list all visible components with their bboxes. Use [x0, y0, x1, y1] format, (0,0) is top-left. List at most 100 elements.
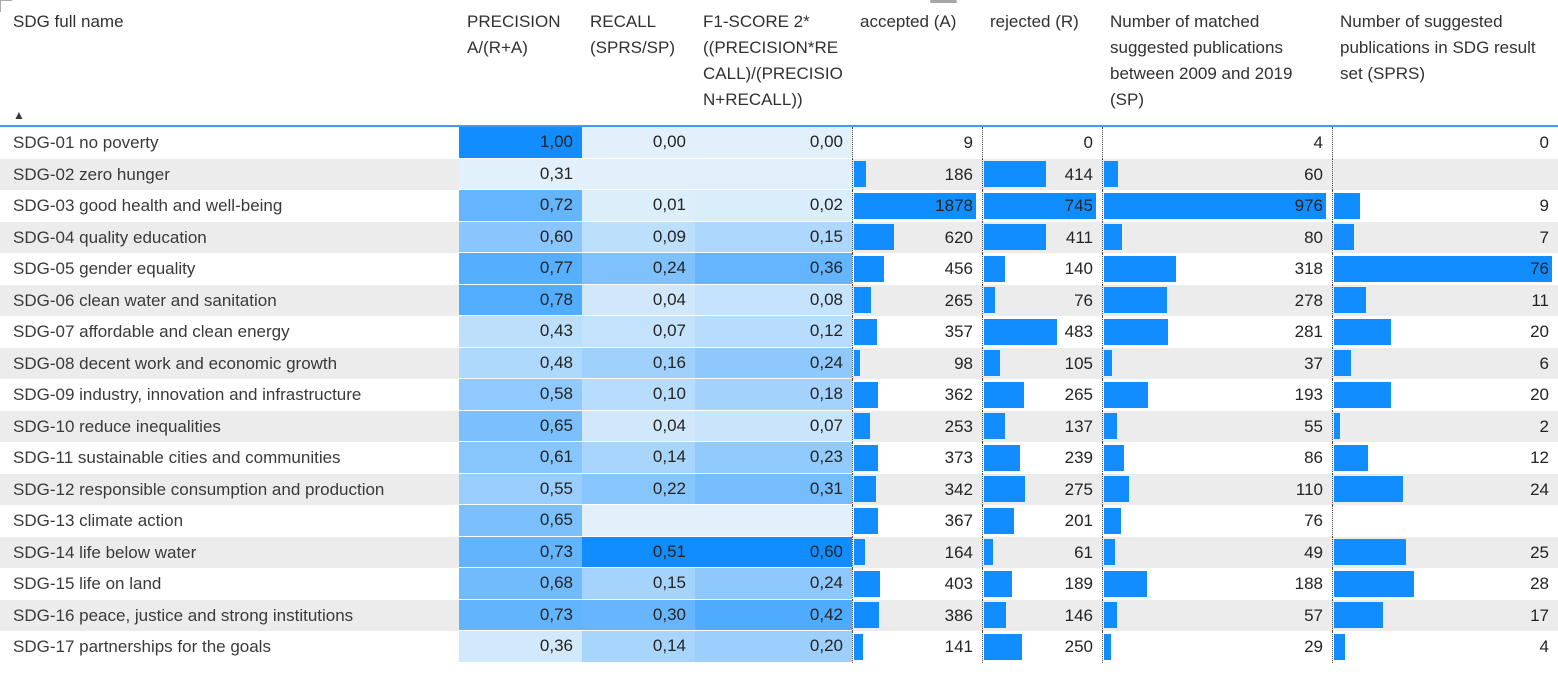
cell-sdg-name[interactable]: SDG-05 gender equality [13, 259, 196, 278]
cell-precision[interactable]: 0,55 [459, 473, 582, 505]
cell-recall[interactable]: 0,14 [582, 442, 695, 474]
cell-recall[interactable]: 0,51 [582, 536, 695, 568]
cell-rejected[interactable]: 745 [982, 190, 1102, 222]
cell-accepted[interactable]: 620 [852, 221, 982, 253]
cell-f1-score[interactable] [695, 505, 852, 537]
cell-recall[interactable] [582, 505, 695, 537]
cell-sprs[interactable]: 4 [1332, 631, 1558, 663]
cell-rejected[interactable]: 137 [982, 410, 1102, 442]
cell-accepted[interactable]: 362 [852, 379, 982, 411]
cell-sp[interactable]: 976 [1102, 190, 1332, 222]
cell-sdg-name[interactable]: SDG-11 sustainable cities and communitie… [13, 448, 341, 467]
cell-f1-score[interactable]: 0,20 [695, 631, 852, 663]
cell-f1-score[interactable]: 0,24 [695, 347, 852, 379]
cell-recall[interactable] [582, 158, 695, 190]
cell-sprs[interactable]: 17 [1332, 599, 1558, 631]
cell-precision[interactable]: 0,60 [459, 221, 582, 253]
cell-sdg-name[interactable]: SDG-14 life below water [13, 542, 197, 562]
cell-sprs[interactable]: 76 [1332, 253, 1558, 285]
cell-recall[interactable]: 0,16 [582, 347, 695, 379]
column-header-accepted[interactable]: accepted (A) [860, 12, 957, 31]
cell-precision[interactable]: 1,00 [459, 127, 582, 159]
cell-f1-score[interactable]: 0,24 [695, 568, 852, 600]
cell-f1-score[interactable]: 0,02 [695, 190, 852, 222]
cell-precision[interactable]: 0,72 [459, 190, 582, 222]
cell-f1-score[interactable]: 0,00 [695, 127, 852, 159]
cell-accepted[interactable]: 186 [852, 158, 982, 190]
cell-sdg-name[interactable]: SDG-01 no poverty [13, 133, 159, 152]
cell-f1-score[interactable]: 0,23 [695, 442, 852, 474]
cell-accepted[interactable]: 456 [852, 253, 982, 285]
cell-recall[interactable]: 0,00 [582, 127, 695, 159]
cell-sp[interactable]: 278 [1102, 284, 1332, 316]
cell-sp[interactable]: 86 [1102, 442, 1332, 474]
cell-rejected[interactable]: 105 [982, 347, 1102, 379]
cell-sprs[interactable]: 11 [1332, 284, 1558, 316]
cell-sp[interactable]: 76 [1102, 505, 1332, 537]
cell-recall[interactable]: 0,24 [582, 253, 695, 285]
cell-precision[interactable]: 0,31 [459, 158, 582, 190]
cell-accepted[interactable]: 373 [852, 442, 982, 474]
cell-rejected[interactable]: 146 [982, 599, 1102, 631]
cell-precision[interactable]: 0,36 [459, 631, 582, 663]
cell-sdg-name[interactable]: SDG-03 good health and well-being [13, 196, 283, 215]
cell-sprs[interactable]: 24 [1332, 473, 1558, 505]
cell-sp[interactable]: 281 [1102, 316, 1332, 348]
cell-accepted[interactable]: 265 [852, 284, 982, 316]
cell-sp[interactable]: 4 [1102, 127, 1332, 159]
cell-sp[interactable]: 188 [1102, 568, 1332, 600]
cell-rejected[interactable]: 265 [982, 379, 1102, 411]
cell-sdg-name[interactable]: SDG-07 affordable and clean energy [13, 322, 290, 341]
cell-precision[interactable]: 0,48 [459, 347, 582, 379]
cell-precision[interactable]: 0,78 [459, 284, 582, 316]
cell-sprs[interactable]: 9 [1332, 190, 1558, 222]
column-header-sp[interactable]: Number of matched suggested publications… [1110, 12, 1293, 109]
column-header-f1-score[interactable]: F1-SCORE 2* ((PRECISION*RECALL)/(PRECISI… [703, 12, 843, 109]
cell-accepted[interactable]: 1878 [852, 190, 982, 222]
cell-sdg-name[interactable]: SDG-08 decent work and economic growth [13, 353, 338, 373]
cell-recall[interactable]: 0,07 [582, 316, 695, 348]
cell-sp[interactable]: 193 [1102, 379, 1332, 411]
cell-f1-score[interactable]: 0,60 [695, 536, 852, 568]
cell-recall[interactable]: 0,22 [582, 473, 695, 505]
cell-precision[interactable]: 0,68 [459, 568, 582, 600]
cell-rejected[interactable]: 140 [982, 253, 1102, 285]
cell-sdg-name[interactable]: SDG-10 reduce inequalities [13, 416, 221, 436]
cell-f1-score[interactable]: 0,12 [695, 316, 852, 348]
cell-sprs[interactable]: 2 [1332, 410, 1558, 442]
cell-sp[interactable]: 49 [1102, 536, 1332, 568]
cell-accepted[interactable]: 403 [852, 568, 982, 600]
cell-sprs[interactable]: 0 [1332, 127, 1558, 159]
column-header-sprs[interactable]: Number of suggested publications in SDG … [1340, 12, 1536, 83]
cell-recall[interactable]: 0,10 [582, 379, 695, 411]
cell-f1-score[interactable]: 0,42 [695, 599, 852, 631]
cell-rejected[interactable]: 239 [982, 442, 1102, 474]
cell-accepted[interactable]: 98 [852, 347, 982, 379]
column-header-recall[interactable]: RECALL (SPRS/SP) [590, 12, 676, 57]
column-header-sdg-full-name[interactable]: SDG full name ▲ [0, 0, 459, 125]
sort-ascending-icon[interactable]: ▲ [13, 108, 25, 122]
cell-precision[interactable]: 0,77 [459, 253, 582, 285]
cell-precision[interactable]: 0,43 [459, 316, 582, 348]
cell-sp[interactable]: 57 [1102, 599, 1332, 631]
cell-accepted[interactable]: 9 [852, 127, 982, 159]
cell-sdg-name[interactable]: SDG-02 zero hunger [13, 164, 170, 184]
cell-rejected[interactable]: 414 [982, 158, 1102, 190]
cell-sdg-name[interactable]: SDG-09 industry, innovation and infrastr… [13, 385, 362, 404]
cell-precision[interactable]: 0,58 [459, 379, 582, 411]
cell-f1-score[interactable]: 0,36 [695, 253, 852, 285]
cell-f1-score[interactable]: 0,08 [695, 284, 852, 316]
column-header-precision[interactable]: PRECISION A/(R+A) [467, 12, 561, 57]
cell-rejected[interactable]: 61 [982, 536, 1102, 568]
cell-accepted[interactable]: 357 [852, 316, 982, 348]
cell-precision[interactable]: 0,73 [459, 536, 582, 568]
cell-sdg-name[interactable]: SDG-04 quality education [13, 227, 207, 247]
cell-sp[interactable]: 37 [1102, 347, 1332, 379]
cell-precision[interactable]: 0,65 [459, 505, 582, 537]
cell-sdg-name[interactable]: SDG-16 peace, justice and strong institu… [13, 605, 354, 625]
cell-sprs[interactable]: 25 [1332, 536, 1558, 568]
column-header-rejected[interactable]: rejected (R) [990, 12, 1079, 31]
cell-f1-score[interactable]: 0,07 [695, 410, 852, 442]
cell-sdg-name[interactable]: SDG-13 climate action [13, 511, 184, 530]
cell-sprs[interactable]: 12 [1332, 442, 1558, 474]
